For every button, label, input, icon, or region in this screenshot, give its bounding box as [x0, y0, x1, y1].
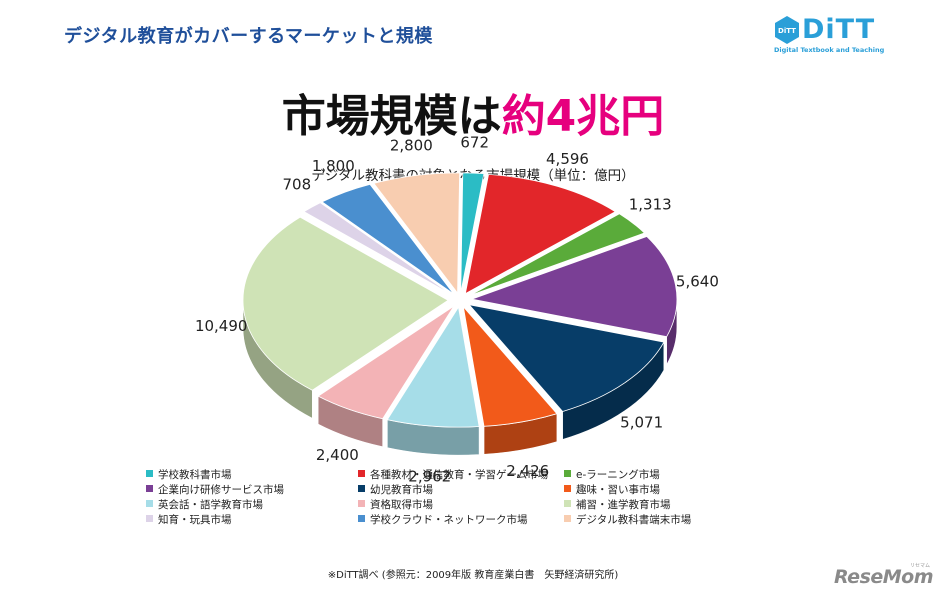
- pie-value-label: 2,400: [316, 446, 359, 464]
- legend-swatch: [358, 485, 365, 492]
- pie-slice: [468, 304, 665, 412]
- legend-swatch: [564, 515, 571, 522]
- legend-swatch: [358, 500, 365, 507]
- legend-item: 学校クラウド・ネットワーク市場: [358, 513, 528, 527]
- ditt-badge-icon: DiTT: [775, 16, 799, 44]
- ditt-badge-text: DiTT: [778, 27, 796, 35]
- pie-slice: [470, 236, 678, 338]
- pie-value-label: 5,071: [620, 413, 663, 431]
- resemom-watermark-sub: リセマム: [910, 563, 931, 569]
- legend-item: e-ラーニング市場: [564, 468, 660, 482]
- logo-subtitle: Digital Textbook and Teaching: [774, 46, 885, 54]
- legend-item: 資格取得市場: [358, 498, 433, 512]
- legend-swatch: [146, 500, 153, 507]
- legend-label: 英会話・語学教育市場: [158, 499, 263, 511]
- pie-slice: [321, 183, 454, 295]
- pie-slice: [303, 202, 453, 296]
- headline: 市場規模は約4兆円: [0, 90, 946, 144]
- pie-value-label: 1,800: [312, 157, 355, 175]
- resemom-watermark: ReseMom: [834, 566, 934, 588]
- legend-swatch: [564, 470, 571, 477]
- legend-item: 幼児教育市場: [358, 483, 433, 497]
- pie-slice: [386, 306, 480, 428]
- pie-value-label: 10,490: [195, 317, 248, 335]
- legend-swatch: [564, 500, 571, 507]
- legend-swatch: [146, 470, 153, 477]
- pie-slice: [460, 172, 485, 293]
- legend-label: 企業向け研修サービス市場: [158, 484, 284, 496]
- legend-item: 学校教科書市場: [146, 468, 232, 482]
- pie-slice: [317, 305, 455, 420]
- legend-item: 企業向け研修サービス市場: [146, 483, 284, 497]
- headline-accent: 約4兆円: [501, 91, 665, 142]
- logo-wordmark: DiTT: [802, 14, 876, 45]
- pie-value-label: 2,800: [390, 136, 433, 154]
- source-footnote: ※DiTT調べ (参照元：2009年版 教育産業白書 矢野経済研究所): [327, 570, 619, 581]
- pie-value-label: 672: [460, 133, 489, 151]
- legend-item: 補習・進学教育市場: [564, 498, 671, 512]
- headline-main: 市場規模は: [281, 91, 502, 142]
- ditt-logo: DiTT DiTT Digital Textbook and Teaching: [772, 14, 885, 56]
- legend-swatch: [146, 515, 153, 522]
- legend-label: 趣味・習い事市場: [576, 484, 660, 496]
- legend-label: e-ラーニング市場: [576, 469, 660, 481]
- legend-label: 学校教科書市場: [158, 469, 232, 481]
- legend-swatch: [358, 515, 365, 522]
- legend-item: デジタル教科書端末市場: [564, 513, 691, 527]
- legend-item: 知育・玩具市場: [146, 513, 232, 527]
- pie-value-label: 2,426: [506, 462, 549, 480]
- legend-swatch: [146, 485, 153, 492]
- legend-label: 学校クラウド・ネットワーク市場: [370, 514, 528, 526]
- pie-slice: [242, 216, 449, 391]
- pie-slice: [469, 213, 646, 297]
- pie-value-label: 708: [283, 176, 312, 194]
- legend-label: 各種教材・通信教育・学習ゲーム市場: [370, 469, 549, 481]
- legend-label: 知育・玩具市場: [158, 514, 232, 526]
- pie-value-label: 1,313: [629, 195, 672, 213]
- pie-value-label: 5,640: [676, 273, 719, 291]
- slide-title: デジタル教育がカバーするマーケットと規模: [64, 26, 433, 47]
- legend-swatch: [564, 485, 571, 492]
- legend-label: 補習・進学教育市場: [576, 499, 671, 511]
- pie-slice: [464, 173, 617, 295]
- legend-item: 趣味・習い事市場: [564, 483, 660, 497]
- legend-label: 幼児教育市場: [370, 484, 433, 496]
- pie-slice: [462, 305, 558, 427]
- legend-label: 資格取得市場: [370, 499, 433, 511]
- pie-value-label: 2,962: [408, 467, 451, 485]
- pie-value-label: 4,596: [546, 150, 589, 168]
- legend-swatch: [358, 470, 365, 477]
- legend-item: 英会話・語学教育市場: [146, 498, 263, 512]
- legend-label: デジタル教科書端末市場: [576, 514, 692, 526]
- pie-slice: [373, 172, 461, 295]
- legend-item: 各種教材・通信教育・学習ゲーム市場: [358, 468, 548, 482]
